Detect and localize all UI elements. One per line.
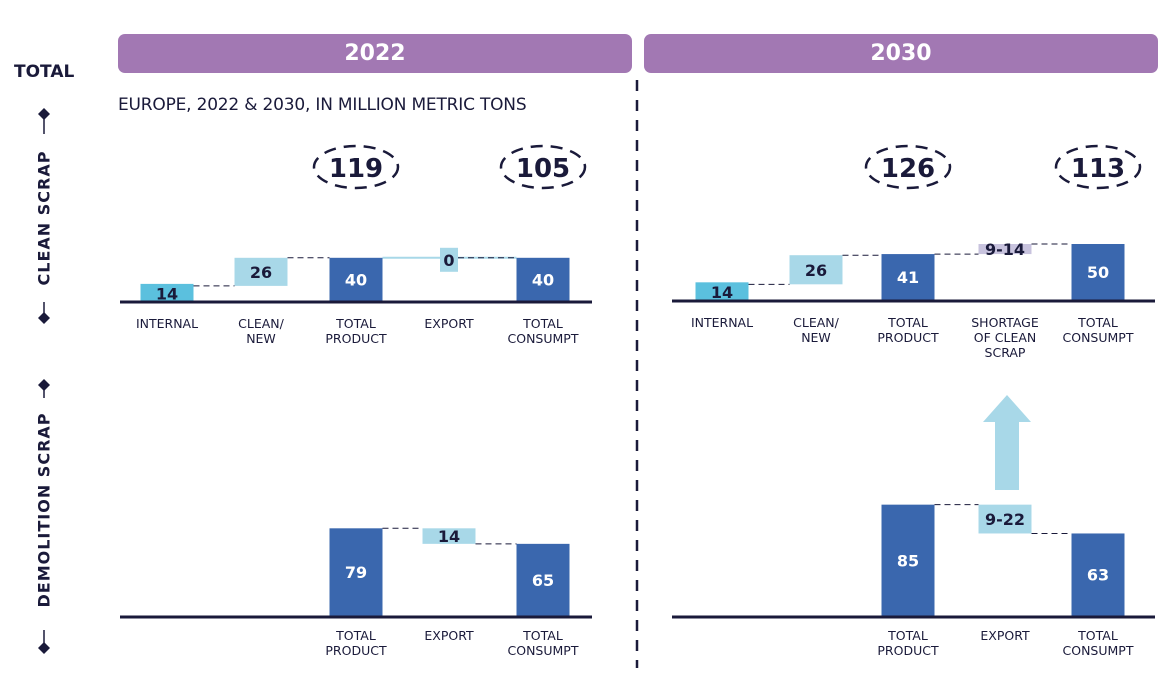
total-annotation: 105 (516, 154, 570, 184)
bar-value-label: 14 (156, 284, 178, 303)
diamond-icon (38, 312, 50, 324)
category-label: TOTAL (887, 315, 928, 330)
year-banner-2022: 2022 (118, 34, 632, 73)
total-oval (1054, 144, 1142, 190)
category-label: NEW (246, 331, 276, 346)
category-label: CLEAN/ (238, 316, 284, 331)
bar-total-consumpt (516, 543, 570, 616)
year-label: 2022 (344, 41, 406, 66)
year-label: 2030 (870, 41, 932, 66)
category-label: SHORTAGE (971, 315, 1039, 330)
category-label: CONSUMPT (508, 643, 579, 658)
bar-total-product (881, 254, 935, 300)
diamond-icon (38, 379, 50, 391)
bar-value-label: 14 (438, 527, 460, 546)
bar-export (440, 247, 458, 272)
bar-export (422, 528, 476, 544)
category-label: NEW (801, 330, 831, 345)
category-label: SCRAP (985, 345, 1026, 360)
total-oval (499, 144, 587, 190)
category-label: INTERNAL (136, 316, 198, 331)
category-label: TOTAL (335, 316, 376, 331)
total-annotation: 119 (329, 154, 383, 184)
category-label: TOTAL (335, 628, 376, 643)
category-label: OF CLEAN (974, 330, 1037, 345)
category-label: TOTAL (887, 628, 928, 643)
bar-value-label: 65 (532, 571, 554, 590)
bar-value-label: 9-14 (985, 240, 1025, 259)
bar-total-product (881, 504, 935, 616)
total-annotation: 113 (1071, 154, 1125, 184)
category-label: EXPORT (980, 628, 1030, 643)
total-oval (312, 144, 400, 190)
category-label: CONSUMPT (1063, 330, 1134, 345)
category-label: TOTAL (1077, 315, 1118, 330)
category-label: TOTAL (522, 316, 563, 331)
bar-total-consumpt (516, 257, 570, 301)
category-label: TOTAL (522, 628, 563, 643)
bar-value-label: 79 (345, 563, 367, 582)
bar-value-label: 0 (443, 251, 454, 270)
bar-total-product (329, 257, 383, 301)
bar-value-label: 26 (805, 261, 827, 280)
bar-internal (695, 282, 749, 302)
category-label: EXPORT (424, 628, 474, 643)
total-annotation: 126 (881, 154, 935, 184)
chart-subtitle: EUROPE, 2022 & 2030, IN MILLION METRIC T… (118, 95, 527, 115)
category-label: EXPORT (424, 316, 474, 331)
total-oval (864, 144, 952, 190)
bar-internal (140, 283, 194, 303)
bar-value-label: 63 (1087, 566, 1109, 585)
category-label: PRODUCT (325, 643, 387, 658)
bar-total-product (329, 528, 383, 616)
category-label: TOTAL (1077, 628, 1118, 643)
bar-clean-new (789, 255, 843, 285)
category-label: CONSUMPT (1063, 643, 1134, 658)
category-label: CONSUMPT (508, 331, 579, 346)
bar-value-label: 14 (711, 283, 733, 302)
bar-value-label: 9-22 (985, 510, 1025, 529)
bar-clean-new (234, 257, 288, 286)
bar-value-label: 40 (532, 270, 554, 289)
bar-value-label: 40 (345, 270, 367, 289)
bar-value-label: 50 (1087, 263, 1109, 282)
diamond-icon (38, 108, 50, 120)
year-banner-2030: 2030 (644, 34, 1158, 73)
bar-value-label: 41 (897, 268, 919, 287)
diamond-icon (38, 642, 50, 654)
category-label: PRODUCT (877, 330, 939, 345)
bar-export (978, 504, 1032, 534)
panel-2022-clean-scrap: 14INTERNAL26CLEAN/NEW40TOTALPRODUCT0EXPO… (120, 144, 592, 346)
bar-value-label: 85 (897, 551, 919, 570)
up-arrow-icon (983, 395, 1031, 490)
category-label: CLEAN/ (793, 315, 839, 330)
bar-value-label: 26 (250, 263, 272, 282)
category-label: PRODUCT (877, 643, 939, 658)
bar-total-consumpt (1071, 533, 1125, 616)
category-label: INTERNAL (691, 315, 753, 330)
category-label: PRODUCT (325, 331, 387, 346)
panel-2030-clean-scrap: 14INTERNAL26CLEAN/NEW41TOTALPRODUCT9-14S… (672, 144, 1155, 360)
total-row-label: TOTAL (14, 62, 75, 82)
bar-total-consumpt (1071, 244, 1125, 300)
bar-shortage-of-clean-scrap (978, 244, 1032, 255)
